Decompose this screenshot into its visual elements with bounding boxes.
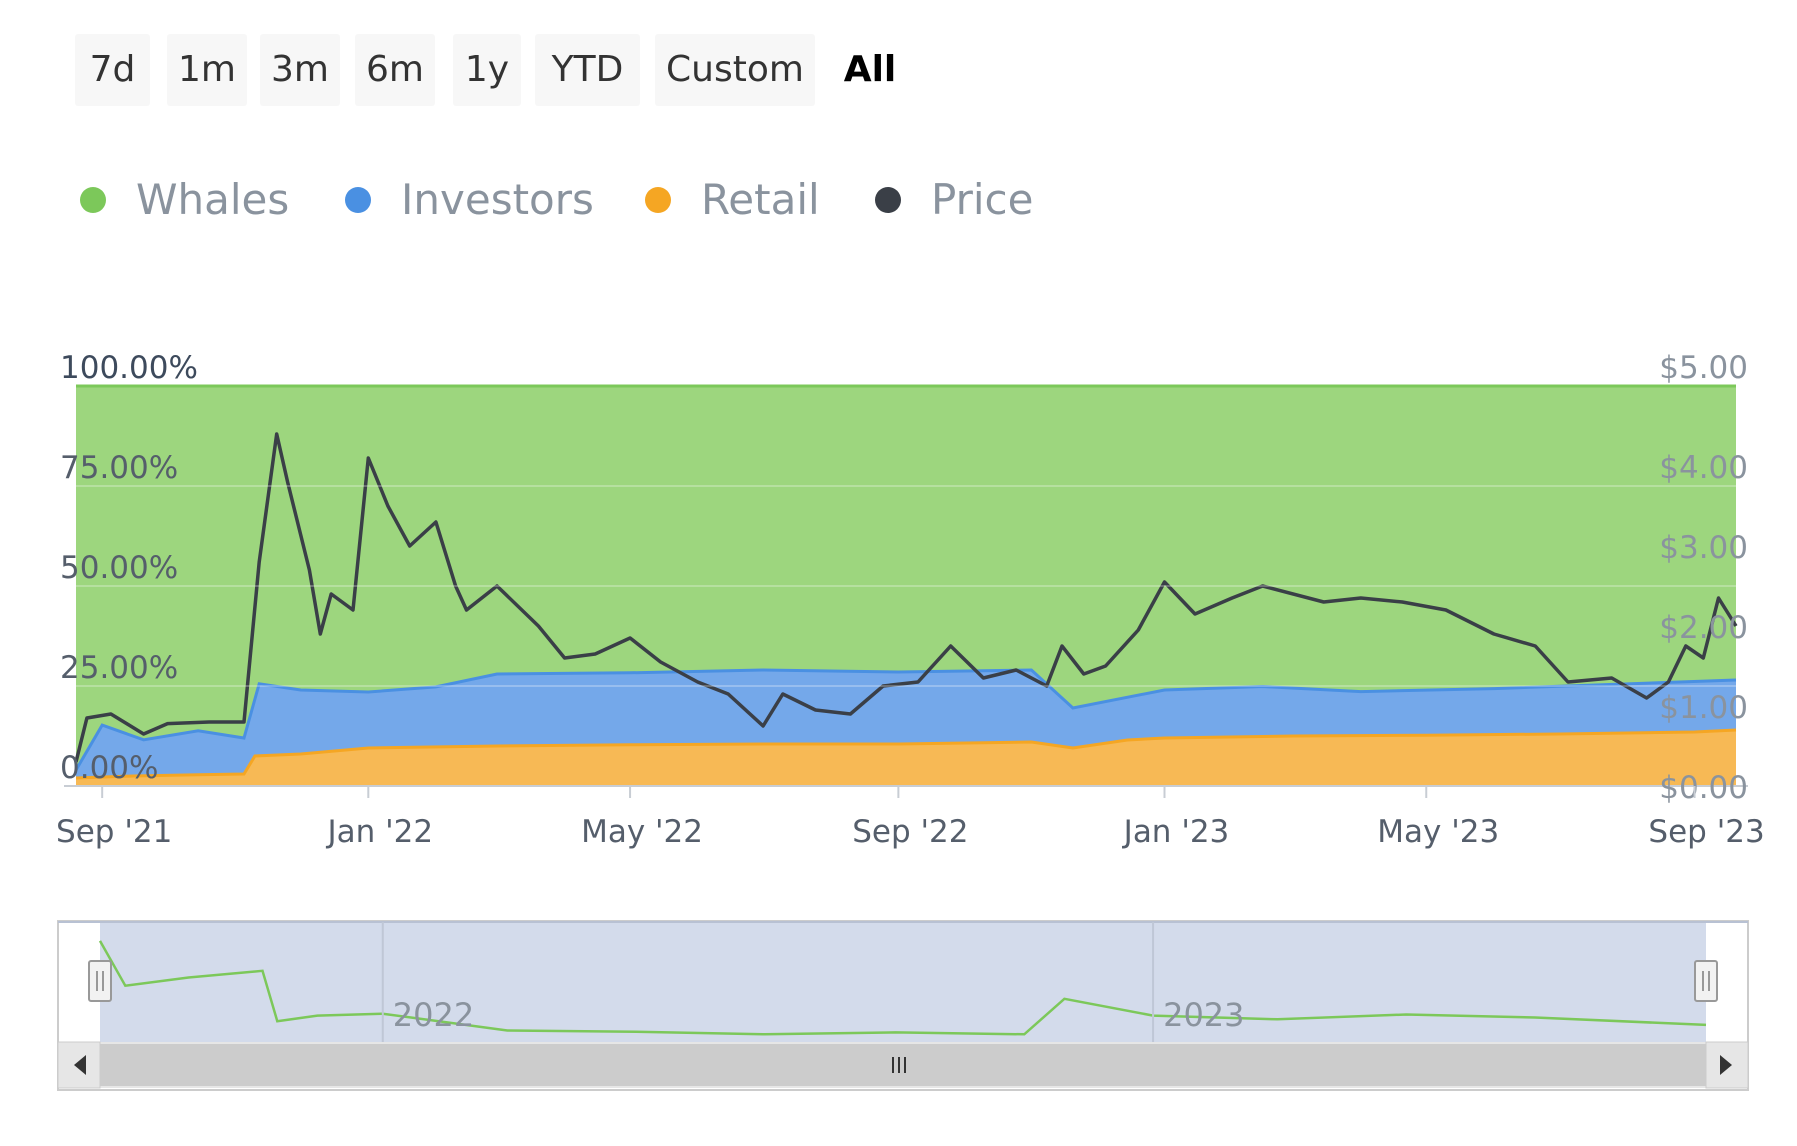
y-right-tick-label: $4.00 [1659, 450, 1748, 486]
navigator-series-line [98, 940, 1707, 1036]
main-chart: IntoTheBlock 0.00%25.00%50.00%75.00%100.… [56, 350, 1765, 850]
range-3m-button[interactable]: 3m [260, 34, 340, 106]
grip-icon [892, 1057, 906, 1073]
range-1m-button[interactable]: 1m [167, 34, 247, 106]
legend-item-whales[interactable]: Whales [80, 170, 289, 230]
navigator-right-handle[interactable] [1694, 960, 1718, 1002]
y-left-tick-label: 0.00% [60, 750, 158, 786]
legend-item-retail[interactable]: Retail [645, 170, 820, 230]
range-custom-button[interactable]: Custom [655, 34, 815, 106]
y-right-tick-label: $5.00 [1659, 350, 1748, 386]
y-left-tick-label: 25.00% [60, 650, 178, 686]
y-left-tick-label: 75.00% [60, 450, 178, 486]
legend-dot-icon [645, 186, 671, 213]
legend-label: Retail [701, 175, 820, 224]
navigator: 2022 2023 [57, 920, 1749, 1091]
legend-dot-icon [875, 186, 901, 213]
legend-item-price[interactable]: Price [875, 170, 1033, 230]
triangle-right-icon [1720, 1055, 1732, 1075]
legend-dot-icon [345, 186, 371, 213]
navigator-year-label: 2023 [1163, 996, 1244, 1034]
x-tick-label: Jan '22 [325, 814, 433, 850]
legend-label: Whales [136, 175, 290, 224]
y-right-tick-label: $1.00 [1659, 690, 1748, 726]
range-ytd-button[interactable]: YTD [535, 34, 640, 106]
range-6m-button[interactable]: 6m [355, 34, 435, 106]
y-right-tick-label: $2.00 [1659, 610, 1748, 646]
legend-dot-icon [80, 186, 106, 213]
x-tick-label: Sep '23 [1648, 814, 1764, 850]
y-left-tick-label: 100.00% [60, 350, 198, 386]
x-tick-label: Sep '22 [852, 814, 968, 850]
x-tick-label: May '23 [1377, 814, 1499, 850]
legend-item-investors[interactable]: Investors [345, 170, 594, 230]
range-all-button[interactable]: All [843, 49, 897, 90]
x-tick-label: Sep '21 [56, 814, 172, 850]
navigator-left-handle[interactable] [88, 960, 112, 1002]
y-left-tick-label: 50.00% [60, 550, 178, 586]
range-1y-button[interactable]: 1y [453, 34, 521, 106]
price-line [74, 432, 1738, 763]
navigator-scrollbar-thumb[interactable] [100, 1044, 1706, 1086]
investors-line [74, 668, 1737, 771]
legend-label: Price [931, 175, 1034, 224]
x-tick-label: May '22 [581, 814, 703, 850]
navigator-year-label: 2022 [393, 996, 474, 1034]
retail-line [75, 728, 1737, 780]
y-right-tick-label: $3.00 [1659, 530, 1748, 566]
navigator-selected-range[interactable] [100, 922, 1706, 1042]
triangle-left-icon [74, 1055, 86, 1075]
legend-label: Investors [401, 175, 594, 224]
y-right-tick-label: $0.00 [1659, 770, 1748, 806]
x-tick-label: Jan '23 [1122, 814, 1230, 850]
retail-area [76, 730, 1736, 786]
range-7d-button[interactable]: 7d [75, 34, 150, 106]
